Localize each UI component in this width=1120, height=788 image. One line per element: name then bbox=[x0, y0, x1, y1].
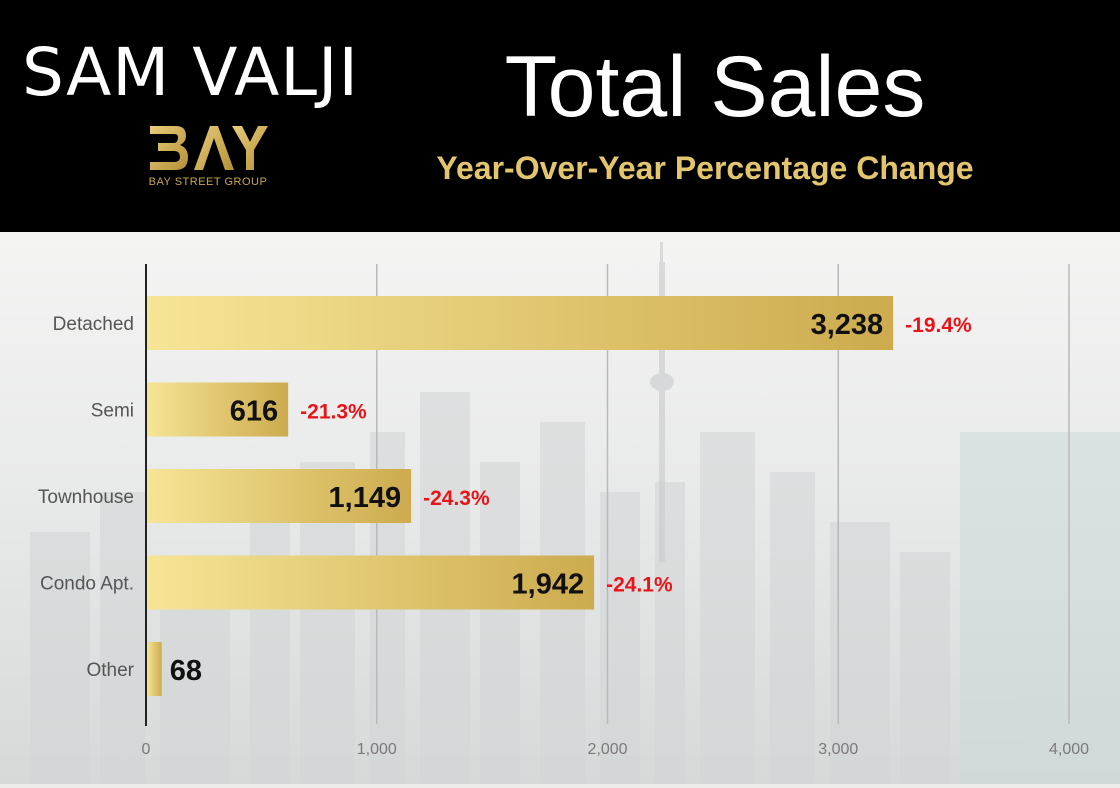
x-tick-label: 1,000 bbox=[357, 741, 397, 758]
x-tick-label: 4,000 bbox=[1049, 741, 1089, 758]
pct-change-label: -21.3% bbox=[300, 401, 367, 424]
pct-change-label: -24.3% bbox=[423, 487, 490, 510]
category-label: Condo Apt. bbox=[40, 574, 134, 595]
value-label: 68 bbox=[170, 655, 202, 687]
value-label: 1,942 bbox=[512, 569, 585, 601]
x-tick-label: 2,000 bbox=[587, 741, 627, 758]
category-label: Townhouse bbox=[38, 487, 134, 508]
bar bbox=[147, 642, 162, 696]
brand-name: SAM VALJI bbox=[22, 34, 359, 111]
category-label: Other bbox=[86, 660, 134, 681]
bar-chart: 0 1,000 2,000 3,000 4,000 Detached 3,238 -19.4%… bbox=[38, 264, 1089, 758]
bar bbox=[147, 296, 894, 350]
x-tick-label: 0 bbox=[142, 741, 151, 758]
category-label: Detached bbox=[53, 314, 134, 335]
chart-subtitle: Year-Over-Year Percentage Change bbox=[436, 150, 974, 186]
pct-change-label: -24.1% bbox=[606, 574, 673, 597]
value-label: 3,238 bbox=[811, 309, 884, 341]
pct-change-label: -19.4% bbox=[905, 314, 972, 337]
chart-title: Total Sales bbox=[504, 39, 926, 135]
value-label: 616 bbox=[230, 396, 278, 428]
value-label: 1,149 bbox=[329, 482, 402, 514]
bar bbox=[147, 555, 595, 610]
header-banner: SAM VALJI BAY STREET GROUP Total Sales Y… bbox=[0, 0, 1120, 232]
bay-logo bbox=[150, 126, 268, 170]
x-tick-label: 3,000 bbox=[818, 741, 858, 758]
category-label: Semi bbox=[91, 401, 134, 422]
bar bbox=[147, 469, 412, 523]
bar bbox=[147, 382, 289, 437]
logo-subtext: BAY STREET GROUP bbox=[148, 176, 268, 188]
